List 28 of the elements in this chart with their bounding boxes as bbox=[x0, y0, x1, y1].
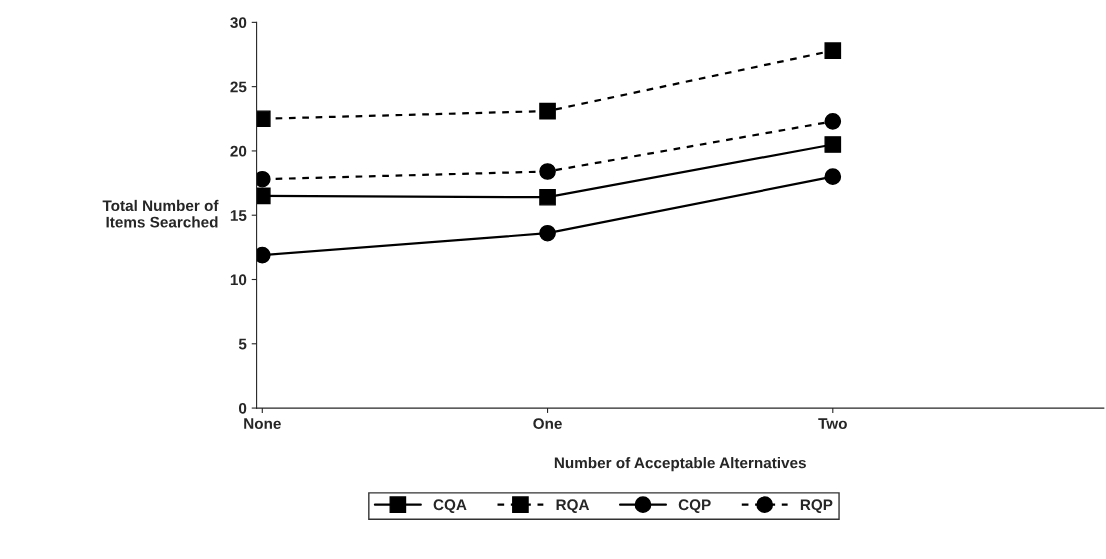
y-axis-title: Total Number of Items Searched bbox=[102, 199, 219, 228]
y-tick-label: 30 bbox=[230, 17, 247, 29]
point bbox=[824, 136, 842, 153]
point bbox=[539, 188, 556, 206]
point bbox=[539, 102, 556, 120]
y-tick-label: 20 bbox=[230, 145, 247, 157]
y-tick-label: 10 bbox=[230, 274, 247, 286]
x-tick-label: One bbox=[533, 418, 562, 430]
x-tick-label: None bbox=[244, 418, 281, 430]
y-tick-label: 5 bbox=[238, 338, 247, 350]
legend-label: CQA bbox=[433, 499, 467, 514]
point bbox=[539, 224, 556, 242]
point bbox=[256, 246, 271, 264]
point bbox=[256, 170, 271, 188]
x-tick-label: Two bbox=[818, 418, 847, 430]
legend-label: CQP bbox=[678, 499, 711, 514]
legend-label: RQP bbox=[800, 499, 833, 514]
point bbox=[256, 187, 271, 205]
point bbox=[539, 163, 556, 180]
y-tick-label: 0 bbox=[238, 402, 247, 414]
point bbox=[824, 113, 842, 130]
x-axis-title: Number of Acceptable Alternatives bbox=[554, 457, 806, 472]
y-tick-label: 15 bbox=[230, 210, 247, 221]
y-tick-label: 25 bbox=[230, 81, 247, 93]
point bbox=[824, 168, 842, 185]
point bbox=[256, 110, 271, 128]
legend-label: RQA bbox=[556, 499, 590, 514]
point bbox=[824, 42, 842, 59]
